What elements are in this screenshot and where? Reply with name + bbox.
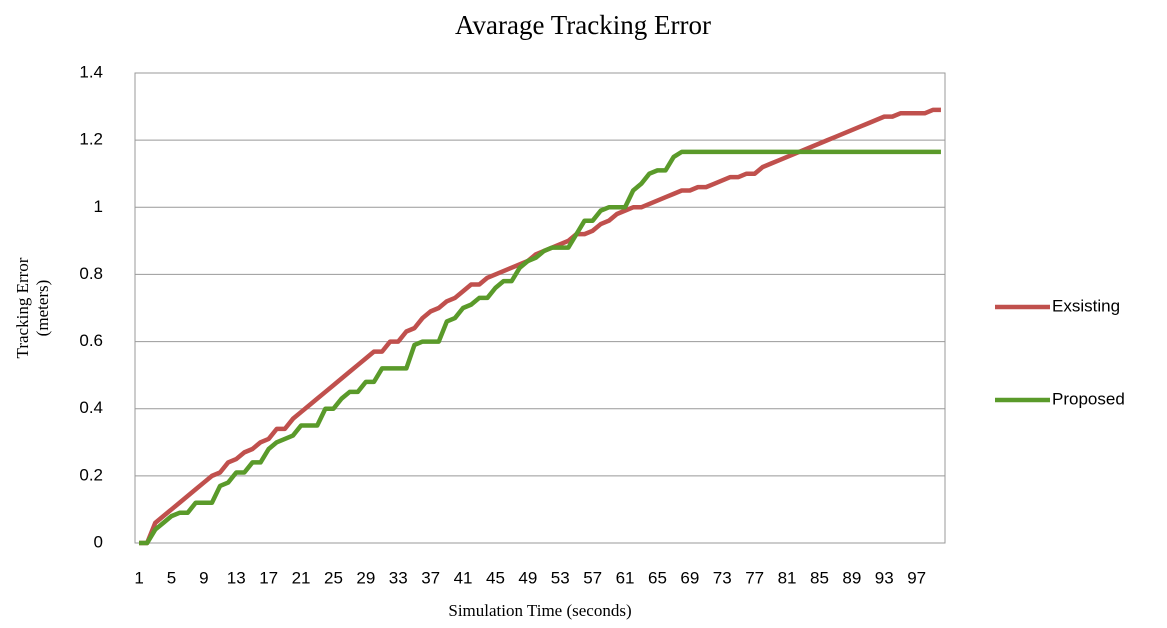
- y-tick-label: 0: [94, 532, 103, 551]
- x-axis-label: Simulation Time (seconds): [448, 601, 631, 620]
- y-axis-label: Tracking Error: [13, 257, 32, 358]
- x-tick-label: 17: [259, 568, 278, 587]
- series-line: [139, 149, 941, 546]
- y-axis-label: (meters): [33, 280, 52, 337]
- legend-label: Proposed: [1052, 389, 1125, 408]
- x-tick-label: 5: [167, 568, 176, 587]
- x-tick-label: 81: [778, 568, 797, 587]
- y-tick-label: 1: [94, 197, 103, 216]
- legend-label: Exsisting: [1052, 296, 1120, 315]
- x-tick-label: 57: [583, 568, 602, 587]
- x-tick-label: 37: [421, 568, 440, 587]
- y-tick-label: 1.4: [79, 62, 103, 81]
- y-tick-label: 1.2: [79, 130, 103, 149]
- plot-border: [134, 72, 946, 544]
- x-tick-label: 93: [875, 568, 894, 587]
- x-tick-label: 33: [389, 568, 408, 587]
- x-tick-label: 49: [518, 568, 537, 587]
- x-tick-label: 69: [680, 568, 699, 587]
- y-tick-label: 0.4: [79, 398, 103, 417]
- y-tick-label: 0.6: [79, 331, 103, 350]
- x-tick-label: 73: [713, 568, 732, 587]
- x-tick-label: 41: [454, 568, 473, 587]
- x-tick-label: 89: [842, 568, 861, 587]
- x-tick-label: 85: [810, 568, 829, 587]
- x-tick-label: 97: [907, 568, 926, 587]
- x-tick-label: 29: [356, 568, 375, 587]
- x-tick-label: 21: [292, 568, 311, 587]
- x-tick-label: 77: [745, 568, 764, 587]
- x-tick-label: 61: [616, 568, 635, 587]
- x-tick-label: 53: [551, 568, 570, 587]
- x-tick-label: 1: [134, 568, 143, 587]
- x-tick-label: 25: [324, 568, 343, 587]
- x-tick-label: 9: [199, 568, 208, 587]
- y-tick-label: 0.8: [79, 264, 103, 283]
- y-tick-label: 0.2: [79, 465, 103, 484]
- x-tick-label: 45: [486, 568, 505, 587]
- x-tick-label: 65: [648, 568, 667, 587]
- x-tick-label: 13: [227, 568, 246, 587]
- series-line: [139, 107, 941, 546]
- chart-title: Avarage Tracking Error: [455, 10, 711, 40]
